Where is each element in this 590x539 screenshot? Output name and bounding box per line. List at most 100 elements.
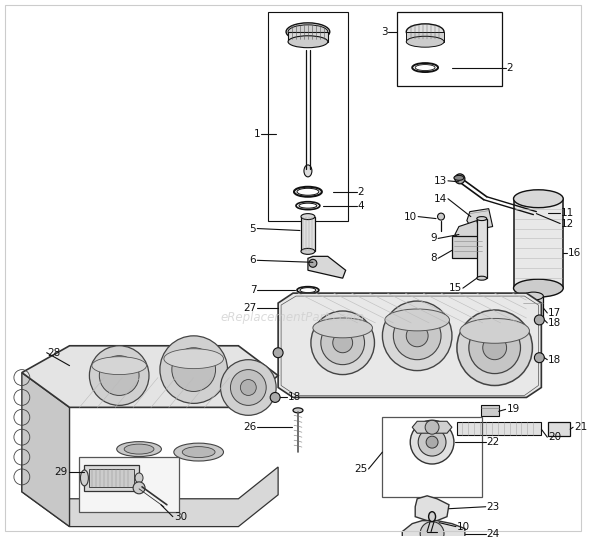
Polygon shape xyxy=(402,521,465,539)
Text: 13: 13 xyxy=(434,176,447,186)
Text: 30: 30 xyxy=(174,512,187,522)
Circle shape xyxy=(160,336,228,403)
Text: 26: 26 xyxy=(243,422,256,432)
Ellipse shape xyxy=(80,470,88,486)
Ellipse shape xyxy=(293,408,303,413)
Circle shape xyxy=(172,348,215,391)
Ellipse shape xyxy=(477,276,487,280)
Ellipse shape xyxy=(182,447,215,458)
Circle shape xyxy=(457,310,532,385)
Text: 25: 25 xyxy=(354,464,368,474)
Text: 18: 18 xyxy=(548,318,562,328)
Ellipse shape xyxy=(286,23,330,41)
Text: 6: 6 xyxy=(250,255,256,265)
Circle shape xyxy=(333,333,353,353)
Text: eReplacementParts.com: eReplacementParts.com xyxy=(221,312,365,324)
Polygon shape xyxy=(22,345,278,407)
Ellipse shape xyxy=(523,292,543,300)
Bar xyxy=(382,417,482,497)
Circle shape xyxy=(469,322,520,374)
Circle shape xyxy=(321,321,365,365)
Circle shape xyxy=(270,392,280,403)
Text: 10: 10 xyxy=(457,522,470,531)
Circle shape xyxy=(382,301,452,371)
Text: 16: 16 xyxy=(568,248,581,258)
Circle shape xyxy=(455,174,465,184)
Ellipse shape xyxy=(438,213,444,220)
Polygon shape xyxy=(415,496,449,521)
Circle shape xyxy=(426,436,438,448)
Text: 4: 4 xyxy=(358,201,364,211)
Bar xyxy=(397,12,502,86)
Text: 24: 24 xyxy=(487,529,500,538)
Ellipse shape xyxy=(117,441,162,457)
Text: 19: 19 xyxy=(507,404,520,414)
Text: 28: 28 xyxy=(48,348,61,358)
Circle shape xyxy=(410,420,454,464)
Ellipse shape xyxy=(313,318,372,338)
Ellipse shape xyxy=(407,36,444,47)
Circle shape xyxy=(418,428,446,456)
Ellipse shape xyxy=(407,24,444,40)
Circle shape xyxy=(273,348,283,358)
Polygon shape xyxy=(22,464,278,527)
Text: 3: 3 xyxy=(381,27,388,37)
Polygon shape xyxy=(288,32,328,42)
Text: 11: 11 xyxy=(561,208,575,218)
Ellipse shape xyxy=(385,309,450,331)
Ellipse shape xyxy=(304,165,312,177)
Ellipse shape xyxy=(454,175,464,181)
Text: 18: 18 xyxy=(548,355,562,365)
Polygon shape xyxy=(22,372,70,527)
Text: 23: 23 xyxy=(487,502,500,512)
Text: 27: 27 xyxy=(243,303,256,313)
Bar xyxy=(84,465,139,491)
Ellipse shape xyxy=(92,357,146,375)
Text: 15: 15 xyxy=(448,283,462,293)
Text: 2: 2 xyxy=(507,63,513,73)
Ellipse shape xyxy=(164,349,224,369)
Circle shape xyxy=(535,353,545,363)
Circle shape xyxy=(311,311,375,375)
Ellipse shape xyxy=(513,190,563,208)
Circle shape xyxy=(221,360,276,416)
Text: 17: 17 xyxy=(548,308,562,318)
Circle shape xyxy=(394,312,441,360)
Bar xyxy=(268,12,348,220)
Circle shape xyxy=(407,325,428,347)
Polygon shape xyxy=(455,220,481,243)
Text: 21: 21 xyxy=(574,422,588,432)
Circle shape xyxy=(133,482,145,494)
Ellipse shape xyxy=(428,512,435,522)
Bar xyxy=(481,405,499,416)
Polygon shape xyxy=(308,257,346,278)
Circle shape xyxy=(483,336,507,360)
Ellipse shape xyxy=(529,209,548,217)
Bar xyxy=(301,217,315,251)
Bar xyxy=(80,457,179,512)
Ellipse shape xyxy=(174,443,224,461)
Ellipse shape xyxy=(301,248,315,254)
Text: 10: 10 xyxy=(404,212,417,222)
Ellipse shape xyxy=(301,213,315,219)
Text: 14: 14 xyxy=(434,194,447,204)
Ellipse shape xyxy=(460,319,529,343)
Ellipse shape xyxy=(288,36,328,47)
Text: 8: 8 xyxy=(431,253,437,264)
Bar xyxy=(523,296,543,318)
Polygon shape xyxy=(407,32,444,42)
Bar xyxy=(452,237,484,258)
Text: 2: 2 xyxy=(358,186,364,197)
Circle shape xyxy=(231,370,266,405)
Circle shape xyxy=(90,345,149,405)
Bar xyxy=(90,469,134,487)
Text: 18: 18 xyxy=(288,392,301,403)
Bar xyxy=(477,219,487,278)
Text: 20: 20 xyxy=(548,432,562,442)
Circle shape xyxy=(425,420,439,434)
Circle shape xyxy=(99,356,139,396)
Text: 7: 7 xyxy=(250,285,256,295)
Ellipse shape xyxy=(135,473,143,483)
Circle shape xyxy=(240,379,256,396)
Text: 1: 1 xyxy=(254,129,260,139)
